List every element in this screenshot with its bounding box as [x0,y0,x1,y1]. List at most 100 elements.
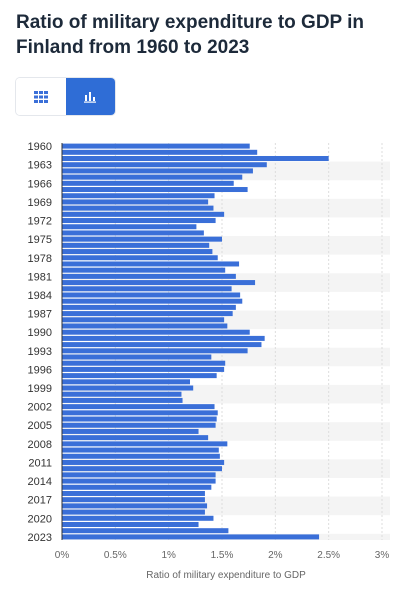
y-tick-label: 2011 [28,457,52,469]
bar-1981 [62,273,236,279]
y-tick-label: 1987 [28,309,52,321]
bar-1980 [62,267,226,273]
bar-2015 [62,484,212,490]
bar-1960 [62,143,250,149]
grid-icon [33,90,48,103]
bar-1965 [62,174,243,180]
bar-2009 [62,447,219,453]
bar-2012 [62,466,222,472]
bar-1986 [62,304,236,310]
bar-2013 [62,472,216,478]
bar-2016 [62,490,205,496]
y-tick-label: 2020 [28,513,52,525]
x-tick-label: 2.5% [317,550,340,561]
bar-1987 [62,311,233,317]
bar-2005 [62,422,216,428]
bar-1974 [62,230,204,236]
x-tick-label: 1.5% [211,550,234,561]
bar-2021 [62,521,199,527]
y-tick-label: 1993 [28,346,52,358]
bar-1998 [62,379,190,385]
bar-1970 [62,205,214,211]
bar-1973 [62,224,197,230]
bar-1964 [62,168,253,174]
bar-1999 [62,385,194,391]
bar-1993 [62,348,248,354]
bar-2020 [62,515,214,521]
y-tick-label: 1960 [28,141,52,153]
y-tick-label: 2017 [28,495,52,507]
y-tick-label: 1966 [28,178,52,190]
bar-1992 [62,342,262,348]
bar-1978 [62,255,218,261]
bar-1982 [62,280,256,286]
bar-1985 [62,298,243,304]
bar-2014 [62,478,216,484]
x-tick-label: 1% [161,550,176,561]
bar-2002 [62,404,215,410]
y-tick-label: 1969 [28,197,52,209]
y-tick-label: 2008 [28,439,52,451]
bar-1968 [62,193,215,199]
bar-2017 [62,497,205,503]
bar-2004 [62,416,217,422]
y-tick-label: 1996 [28,364,52,376]
y-tick-label: 1978 [28,253,52,265]
y-tick-label: 2005 [28,420,52,432]
y-tick-label: 1999 [28,383,52,395]
bar-1962 [62,156,329,162]
bar-2001 [62,397,183,403]
y-tick-label: 2014 [28,476,52,488]
bar-1988 [62,317,225,323]
x-tick-label: 2% [268,550,283,561]
x-tick-label: 3% [375,550,390,561]
bar-2018 [62,503,208,509]
bar-1977 [62,249,213,255]
bar-2022 [62,528,229,534]
bar-1976 [62,242,210,248]
bar-1983 [62,286,232,292]
bar-2011 [62,459,225,465]
y-tick-label: 1963 [28,160,52,172]
bar-2010 [62,453,220,459]
bar-chart-icon [84,91,97,103]
chart-view-button[interactable] [65,78,115,115]
x-tick-label: 0.5% [104,550,127,561]
y-tick-label: 1975 [28,234,52,246]
bar-2023 [62,534,320,540]
bar-1984 [62,292,241,298]
bar-1969 [62,199,209,205]
bar-1975 [62,236,222,242]
bar-1971 [62,211,225,217]
table-view-button[interactable] [16,78,66,115]
bar-1994 [62,354,212,360]
bar-1989 [62,323,228,329]
bar-1991 [62,335,265,341]
bar-1995 [62,360,226,366]
bar-1996 [62,366,225,372]
y-tick-label: 1972 [28,216,52,228]
y-tick-label: 1981 [28,271,52,283]
bar-2006 [62,428,199,434]
y-tick-label: 2002 [28,402,52,414]
bar-2000 [62,391,182,397]
y-tick-label: 1990 [28,327,52,339]
bar-2008 [62,441,228,447]
bar-1979 [62,261,240,267]
bar-1963 [62,162,267,168]
y-tick-label: 1984 [28,290,52,302]
bar-1961 [62,149,258,155]
x-tick-label: 0% [55,550,70,561]
bar-1967 [62,187,248,193]
bar-2007 [62,435,209,441]
bar-1990 [62,329,250,335]
view-toggle [16,78,115,115]
page-title: Ratio of military expenditure to GDP in … [16,12,365,58]
bar-1966 [62,180,234,186]
bar-1972 [62,218,216,224]
y-tick-label: 2023 [28,532,52,544]
bar-2003 [62,410,218,416]
x-axis-label: Ratio of military expenditure to GDP [146,570,306,581]
bar-2019 [62,509,205,515]
